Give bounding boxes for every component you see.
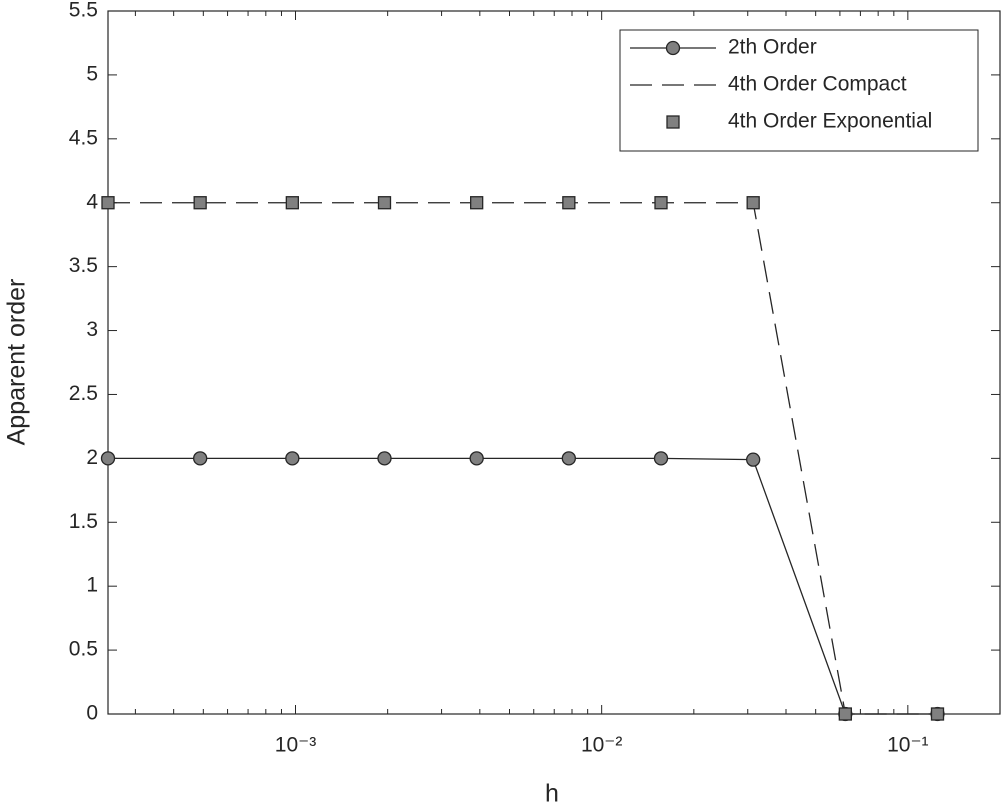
y-tick-label: 3.5 (69, 254, 98, 277)
data-point (469, 451, 484, 466)
data-point (561, 451, 576, 466)
data-point (930, 707, 945, 721)
legend-label: 4th Order Exponential (728, 110, 932, 133)
data-point (285, 451, 300, 466)
data-point (285, 196, 299, 210)
data-point (100, 451, 116, 466)
legend-label: 2th Order (728, 36, 817, 59)
data-point (838, 707, 852, 721)
x-tick-label: 10⁻² (581, 734, 622, 757)
y-tick-label: 0.5 (69, 638, 98, 661)
y-tick-label: 0 (86, 702, 98, 725)
y-tick-label: 3 (86, 318, 98, 341)
data-point (654, 196, 668, 210)
data-point (746, 196, 760, 210)
x-axis-label: h (545, 780, 559, 808)
y-tick-label: 4.5 (69, 126, 98, 149)
data-point (562, 196, 576, 210)
series-line (108, 202, 938, 715)
data-point (377, 451, 392, 466)
y-tick-label: 5.5 (69, 0, 98, 22)
data-point (653, 451, 669, 466)
data-point (377, 196, 392, 210)
data-point (746, 452, 761, 467)
data-point (193, 196, 207, 210)
legend-label: 4th Order Compact (728, 73, 907, 96)
series-line (108, 457, 938, 715)
data-point (193, 451, 208, 466)
x-tick-label: 10⁻¹ (887, 734, 928, 757)
data-point (470, 196, 484, 210)
y-tick-label: 2.5 (69, 382, 98, 405)
y-tick-label: 4 (86, 190, 98, 213)
y-tick-label: 1 (86, 574, 98, 597)
data-point (101, 196, 115, 210)
legend-marker (666, 115, 680, 129)
y-axis-label: Apparent order (3, 279, 31, 446)
y-tick-label: 2 (86, 446, 98, 469)
x-tick-label: 10⁻³ (275, 734, 316, 757)
y-tick-label: 1.5 (69, 510, 98, 533)
legend-marker (665, 40, 681, 56)
y-tick-label: 5 (86, 62, 98, 85)
